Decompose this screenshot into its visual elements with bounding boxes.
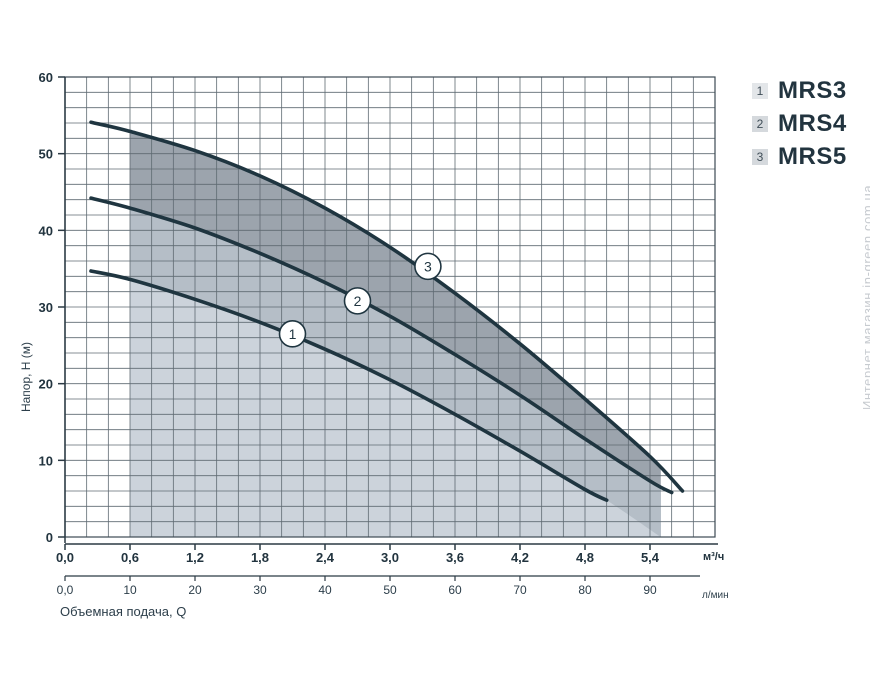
x-tick-label: 1,8 — [251, 550, 269, 565]
legend-marker-3: 3 — [752, 148, 768, 165]
y-tick-label: 10 — [39, 453, 53, 468]
x-axis-unit: м³/ч — [703, 551, 724, 563]
legend-label-mrs5: MRS5 — [778, 142, 847, 170]
curve-marker-1 — [278, 320, 307, 348]
curve-marker-label: 1 — [289, 326, 297, 342]
x-tick-label: 1,2 — [186, 550, 204, 565]
x2-tick-label: 80 — [578, 583, 592, 597]
curve-mrs3 — [89, 269, 609, 502]
x-tick-label: 4,2 — [511, 550, 529, 565]
legend-marker-1: 1 — [752, 82, 768, 99]
curve-mrs4 — [89, 196, 674, 495]
curve-marker-label: 3 — [424, 258, 432, 274]
y-tick-label: 30 — [39, 300, 53, 315]
legend: 1 MRS3 2 MRS4 3 MRS5 — [752, 74, 847, 173]
curve-marker-2 — [343, 287, 372, 315]
legend-label-mrs4: MRS4 — [778, 109, 847, 137]
legend-item-mrs5: 3 MRS5 — [752, 140, 847, 173]
legend-marker-2: 2 — [752, 115, 768, 132]
x2-tick-label: 10 — [123, 583, 137, 597]
x2-tick-label: 40 — [318, 583, 332, 597]
y-axis-title: Напор, H (м) — [19, 342, 33, 412]
x2-tick-label: 60 — [448, 583, 462, 597]
x2-axis-unit: л/мин — [702, 590, 729, 601]
y-tick-label: 20 — [39, 377, 53, 392]
y-tick-label: 40 — [39, 223, 53, 238]
y-tick-label: 50 — [39, 147, 53, 162]
x2-tick-label: 0,0 — [57, 583, 74, 597]
legend-item-mrs3: 1 MRS3 — [752, 74, 847, 107]
y-tick-label: 0 — [46, 530, 53, 545]
x-tick-label: 3,0 — [381, 550, 399, 565]
x-tick-label: 5,4 — [641, 550, 660, 565]
x-tick-label: 0,6 — [121, 550, 139, 565]
legend-item-mrs4: 2 MRS4 — [752, 107, 847, 140]
curve-marker-label: 2 — [354, 293, 362, 309]
area-mrs3 — [130, 279, 661, 537]
x-tick-label: 3,6 — [446, 550, 464, 565]
curve-marker-3 — [414, 252, 442, 281]
x2-tick-label: 50 — [383, 583, 397, 597]
x-tick-label: 0,0 — [56, 550, 74, 565]
x2-tick-label: 20 — [188, 583, 202, 597]
x-axis-title: Объемная подача, Q — [60, 604, 186, 619]
y-tick-label: 60 — [39, 70, 53, 85]
x2-tick-label: 70 — [513, 583, 527, 597]
x-tick-label: 2,4 — [316, 550, 335, 565]
watermark: Интернет магазин in-green.com.ua — [860, 184, 870, 410]
x-tick-label: 4,8 — [576, 550, 594, 565]
x2-tick-label: 90 — [643, 583, 657, 597]
curve-mrs5 — [89, 120, 685, 493]
legend-label-mrs3: MRS3 — [778, 76, 847, 104]
x2-tick-label: 30 — [253, 583, 267, 597]
